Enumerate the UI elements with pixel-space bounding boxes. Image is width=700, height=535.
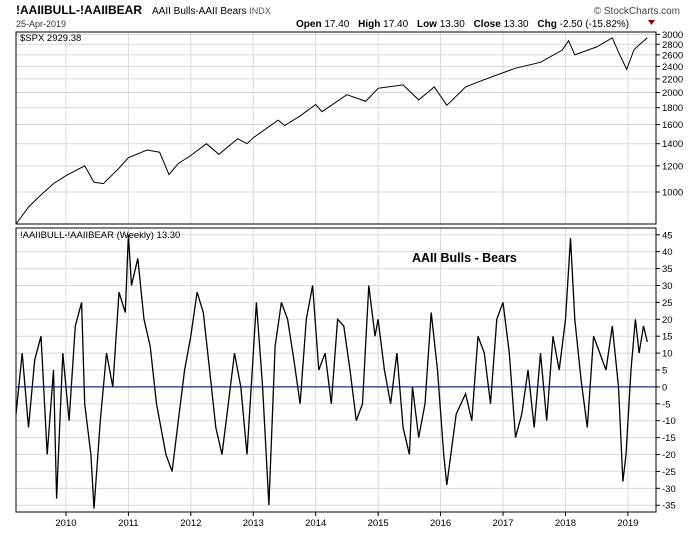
high-value: 17.40 [383, 19, 408, 30]
chart-exchange: INDX [249, 6, 271, 16]
top-panel-border [15, 31, 657, 225]
close-value: 13.30 [504, 19, 529, 30]
top-ytick-label: 1600 [662, 120, 683, 131]
xtick-label: 2010 [55, 518, 76, 529]
bottom-panel: -35 -30 -25 -20 -15 -10 -5 0 5 10 15 20 25 30 35 40 45 20… [15, 227, 676, 529]
top-ytick-label: 1800 [662, 103, 683, 114]
close-label: Close [474, 19, 502, 30]
bottom-ytick-label: -5 [662, 399, 670, 410]
top-ytick-label: 3000 [662, 30, 683, 41]
chg-value: -2.50 (-15.82%) [560, 19, 629, 30]
low-value: 13.30 [440, 19, 465, 30]
open-label: Open [296, 19, 322, 30]
top-ytick-label: 2200 [662, 74, 683, 85]
top-ytick-label: 2600 [662, 50, 683, 61]
bottom-ytick-label: 35 [662, 264, 673, 275]
chart-symbol: !AAIIBULL-!AAIIBEAR [16, 3, 142, 17]
grid-lines [16, 32, 656, 512]
bottom-ytick-label: 25 [662, 298, 673, 309]
bulls-bears-spread-line [15, 234, 648, 509]
open-value: 17.40 [324, 19, 349, 30]
bottom-ytick-label: -10 [662, 416, 676, 427]
bottom-ytick-label: 30 [662, 281, 673, 292]
top-panel: 1000 1200 1400 1600 1800 2000 2200240026002800… [15, 30, 683, 225]
bottom-ytick-label: 15 [662, 332, 673, 343]
xtick-label: 2015 [368, 518, 389, 529]
chart-annotation: AAII Bulls - Bears [412, 251, 517, 265]
xtick-label: 2017 [492, 518, 513, 529]
top-ytick-label: 2400 [662, 62, 683, 73]
bottom-ytick-label: -30 [662, 484, 676, 495]
chg-down-arrow-icon [648, 20, 655, 25]
spx-legend: $SPX 2929.38 [20, 33, 81, 44]
bottom-ytick-label: 45 [662, 230, 673, 241]
spread-legend: !AAIIBULL-!AAIIBEAR (Weekly) 13.30 [20, 230, 180, 241]
high-label: High [358, 19, 380, 30]
chart-description-text: AAII Bulls-AAII Bears [152, 6, 246, 17]
top-ytick-label: 2000 [662, 88, 683, 99]
xtick-label: 2019 [617, 518, 638, 529]
xtick-label: 2018 [555, 518, 576, 529]
low-label: Low [417, 19, 437, 30]
bottom-ytick-label: -35 [662, 501, 676, 512]
top-ytick-label: 1000 [662, 187, 683, 198]
chart-description: AAII Bulls-AAII Bears INDX [152, 6, 271, 17]
chart-date: 25-Apr-2019 [16, 19, 66, 29]
spx-price-line [15, 37, 648, 225]
top-ytick-label: 2800 [662, 40, 683, 51]
bottom-ytick-label: -15 [662, 433, 676, 444]
bottom-ytick-label: -25 [662, 467, 676, 478]
stockcharts-brand: © StockCharts.com [594, 6, 680, 17]
bottom-panel-border [15, 227, 657, 513]
xtick-label: 2016 [430, 518, 451, 529]
ohlc-readout: Open 17.40 High 17.40 Low 13.30 Close 13… [296, 19, 629, 30]
bottom-ytick-label: 5 [662, 366, 667, 377]
bottom-ytick-label: 10 [662, 349, 673, 360]
xtick-label: 2012 [180, 518, 201, 529]
bottom-ytick-label: -20 [662, 450, 676, 461]
bottom-ytick-label: 0 [662, 382, 667, 393]
top-ytick-label: 1400 [662, 139, 683, 150]
xtick-label: 2014 [305, 518, 326, 529]
top-ytick-label: 1200 [662, 161, 683, 172]
xtick-label: 2013 [243, 518, 264, 529]
chg-label: Chg [537, 19, 556, 30]
bottom-ytick-label: 40 [662, 247, 673, 258]
bottom-ytick-label: 20 [662, 315, 673, 326]
xtick-label: 2011 [118, 518, 138, 529]
